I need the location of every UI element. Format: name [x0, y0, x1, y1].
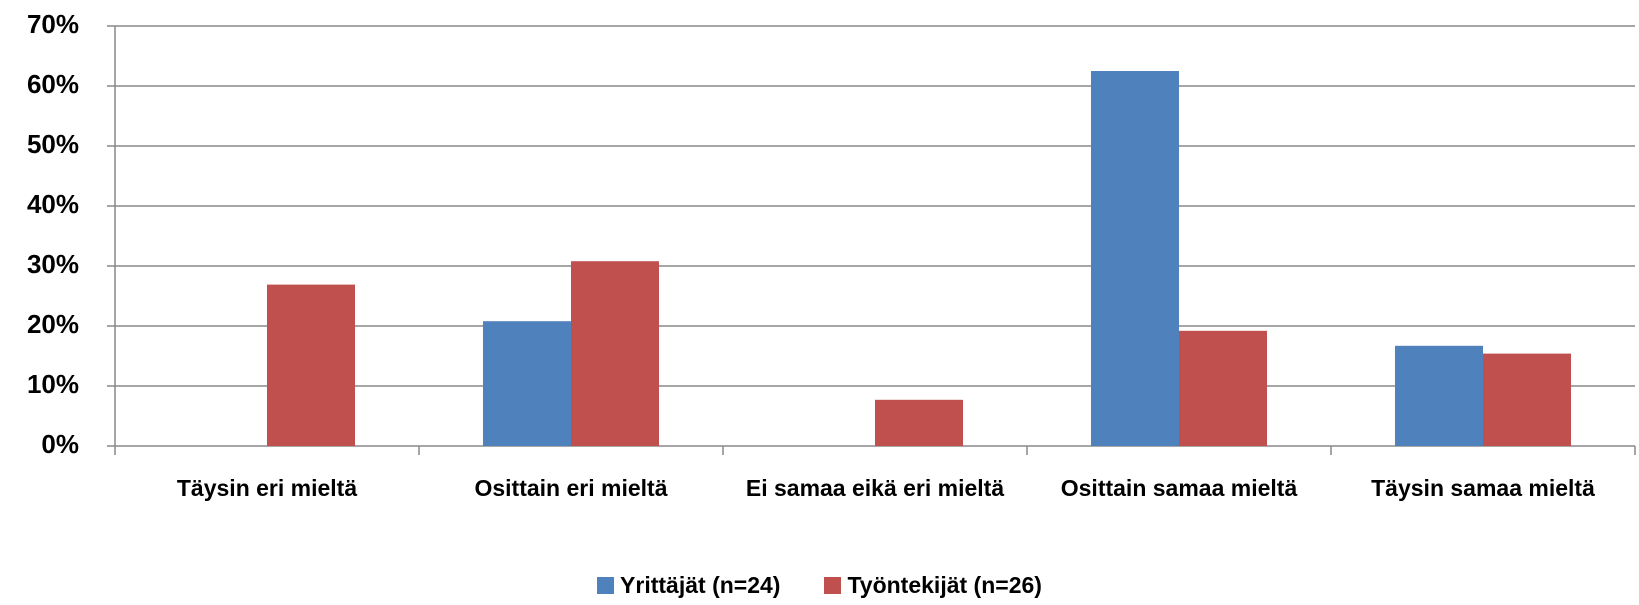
legend-item: Työntekijät (n=26)	[824, 572, 1042, 599]
bar	[1395, 345, 1483, 446]
bar	[571, 261, 659, 446]
y-tick-label: 60%	[27, 69, 79, 99]
x-tick-label: Ei samaa eikä eri mieltä	[745, 475, 1005, 501]
bar	[267, 284, 355, 446]
y-tick-label: 70%	[27, 9, 79, 39]
bar	[1483, 353, 1571, 446]
x-tick-label: Täysin eri mieltä	[176, 475, 358, 501]
legend-label: Yrittäjät (n=24)	[620, 572, 781, 598]
legend-label: Työntekijät (n=26)	[847, 572, 1042, 598]
x-tick-label: Osittain samaa mieltä	[1060, 475, 1298, 501]
x-tick-label: Osittain eri mieltä	[474, 475, 668, 501]
y-tick-label: 20%	[27, 309, 79, 339]
y-tick-label: 40%	[27, 189, 79, 219]
legend-swatch	[824, 577, 842, 594]
legend-swatch	[597, 577, 615, 594]
legend-item: Yrittäjät (n=24)	[597, 572, 780, 599]
y-tick-label: 10%	[27, 369, 79, 399]
y-tick-label: 0%	[41, 429, 79, 459]
bar	[483, 321, 571, 446]
bar	[875, 399, 963, 446]
y-tick-label: 30%	[27, 249, 79, 279]
bar	[1091, 71, 1179, 446]
bar	[1179, 330, 1267, 446]
x-tick-label: Täysin samaa mieltä	[1371, 475, 1595, 501]
legend: Yrittäjät (n=24) Työntekijät (n=26)	[0, 572, 1639, 599]
y-tick-label: 50%	[27, 129, 79, 159]
